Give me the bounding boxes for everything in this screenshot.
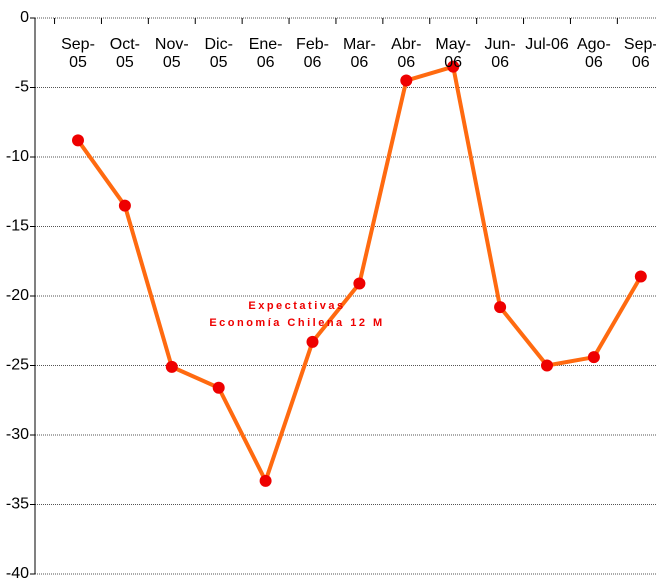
x-tick-label: Jul-06	[525, 36, 569, 53]
x-tick-label: Dic-05	[204, 36, 233, 71]
annotation: Expectativas	[248, 300, 345, 312]
y-tick-label: -40	[6, 565, 29, 579]
x-tick-label: Nov-05	[154, 36, 189, 71]
x-tick-label: Oct-05	[109, 36, 140, 71]
x-tick-label: Mar-06	[342, 36, 376, 71]
x-tick-label: Ene-06	[248, 36, 283, 71]
marker	[259, 474, 272, 487]
y-tick-label: 0	[20, 9, 29, 26]
x-tick-label: Sep-05	[61, 36, 95, 71]
y-tick-label: -5	[15, 79, 29, 96]
marker	[165, 360, 178, 373]
marker	[634, 270, 647, 283]
y-tick-label: -10	[6, 148, 29, 165]
marker	[72, 134, 84, 147]
y-tick-label: -15	[6, 218, 29, 235]
marker	[541, 359, 553, 372]
marker	[212, 381, 225, 394]
y-tick-label: -25	[6, 357, 29, 374]
marker	[306, 335, 319, 348]
line	[76, 64, 643, 483]
y-tick-label: -35	[6, 496, 29, 513]
y-tick-label: -30	[6, 426, 29, 443]
x-tick-label: Sep-06	[623, 36, 656, 71]
annotation: Economía Chilena 12 M	[209, 317, 384, 329]
x-tick-label: Feb-06	[296, 36, 329, 71]
x-tick-label: May-06	[435, 36, 471, 71]
marker	[400, 74, 413, 87]
marker	[353, 277, 366, 290]
marker	[118, 199, 131, 212]
marker	[447, 60, 460, 73]
marker	[587, 351, 600, 364]
x-tick-label: Abr-06	[391, 36, 422, 71]
x-tick-label: Jun-06	[484, 36, 516, 71]
marker	[494, 301, 507, 314]
x-tick-label: Ago-06	[576, 36, 611, 71]
y-tick-label: -20	[6, 287, 29, 304]
